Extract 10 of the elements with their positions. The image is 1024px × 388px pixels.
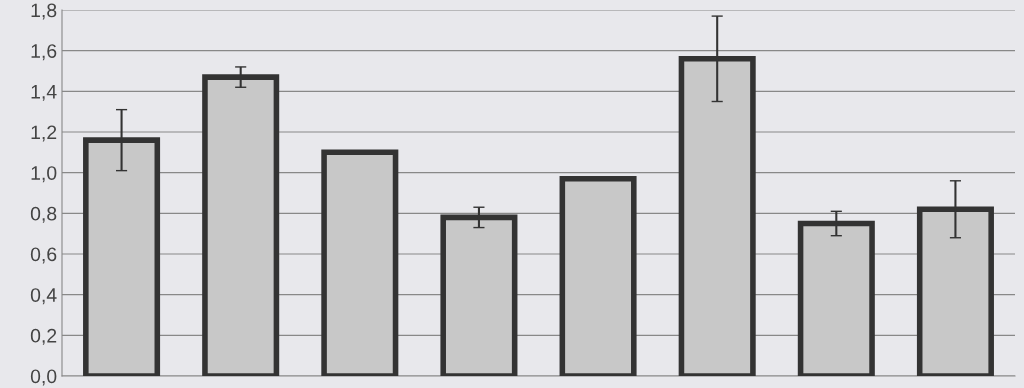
y-tick-label: 0,2 — [30, 328, 57, 345]
y-tick-label: 0,0 — [30, 369, 57, 386]
y-tick-label: 1,8 — [31, 3, 57, 20]
y-tick-label: 0,8 — [30, 206, 57, 223]
y-tick-label: 0,4 — [30, 288, 57, 305]
y-tick-label: 1,0 — [31, 166, 57, 183]
y-tick-label: 1,6 — [31, 44, 57, 61]
y-tick-label: 0,6 — [30, 247, 57, 264]
y-tick-label: 1,2 — [31, 125, 57, 142]
y-tick-label: 1,4 — [31, 85, 57, 101]
